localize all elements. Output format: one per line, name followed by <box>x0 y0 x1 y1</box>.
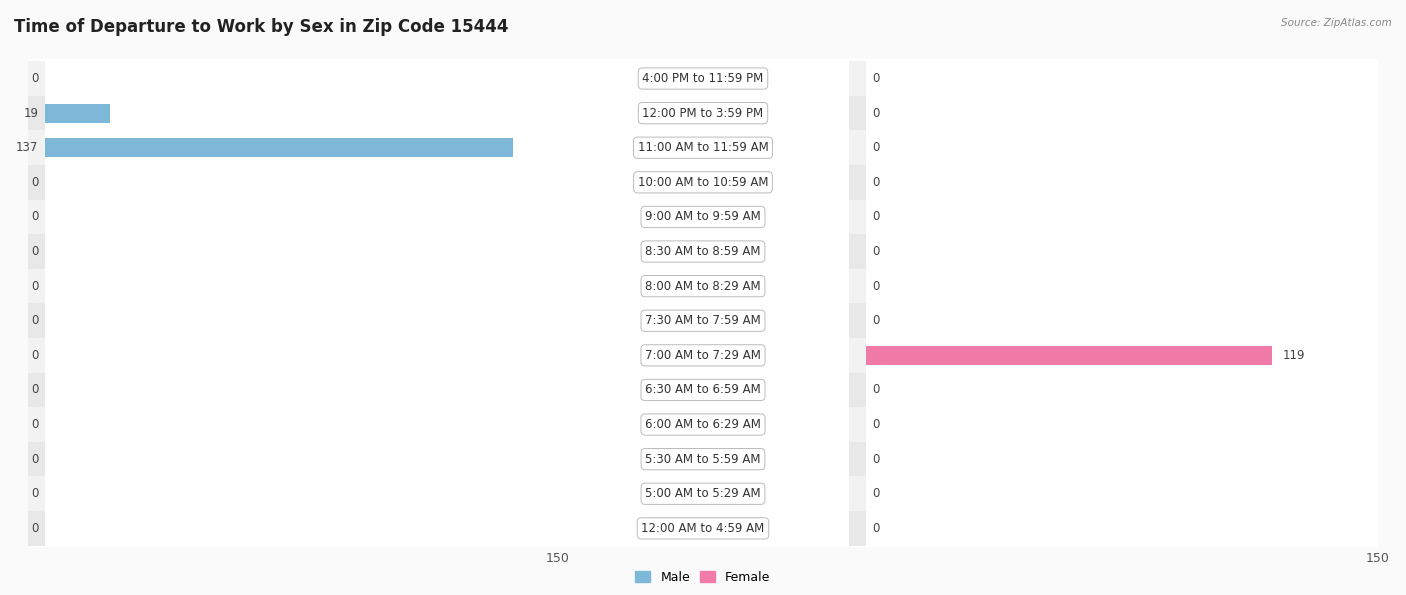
Bar <box>0 303 45 338</box>
Bar <box>0 96 45 130</box>
Text: 5:00 AM to 5:29 AM: 5:00 AM to 5:29 AM <box>645 487 761 500</box>
Text: 0: 0 <box>31 418 38 431</box>
Text: 0: 0 <box>873 487 880 500</box>
Bar <box>0 338 45 372</box>
Bar <box>0 442 866 477</box>
Text: 0: 0 <box>873 314 880 327</box>
Text: 0: 0 <box>873 211 880 224</box>
Text: 0: 0 <box>31 245 38 258</box>
Text: 0: 0 <box>31 211 38 224</box>
Bar <box>0 234 866 269</box>
Legend: Male, Female: Male, Female <box>630 566 776 588</box>
Text: 0: 0 <box>31 280 38 293</box>
Bar <box>0 511 557 546</box>
Text: 19: 19 <box>24 107 38 120</box>
Text: 10:00 AM to 10:59 AM: 10:00 AM to 10:59 AM <box>638 176 768 189</box>
Bar <box>0 165 866 200</box>
Text: 137: 137 <box>15 141 38 154</box>
Text: 6:30 AM to 6:59 AM: 6:30 AM to 6:59 AM <box>645 383 761 396</box>
Bar <box>0 61 45 96</box>
Bar <box>0 165 557 200</box>
Text: 0: 0 <box>873 418 880 431</box>
Bar <box>0 303 557 338</box>
Text: 0: 0 <box>873 176 880 189</box>
Bar <box>0 511 866 546</box>
Bar <box>0 200 557 234</box>
Text: 0: 0 <box>873 383 880 396</box>
Text: 0: 0 <box>873 522 880 535</box>
Bar <box>0 269 866 303</box>
Text: 0: 0 <box>873 107 880 120</box>
Bar <box>0 61 557 96</box>
Text: 8:30 AM to 8:59 AM: 8:30 AM to 8:59 AM <box>645 245 761 258</box>
Bar <box>0 372 45 407</box>
Bar <box>0 338 557 372</box>
Bar <box>0 234 45 269</box>
Bar <box>0 407 557 442</box>
Bar <box>0 234 557 269</box>
Bar <box>0 442 45 477</box>
Text: 0: 0 <box>31 72 38 85</box>
Bar <box>0 96 557 130</box>
Bar <box>0 130 557 165</box>
Bar <box>0 442 557 477</box>
Bar <box>0 130 866 165</box>
Text: 0: 0 <box>31 176 38 189</box>
Bar <box>0 165 45 200</box>
Text: Time of Departure to Work by Sex in Zip Code 15444: Time of Departure to Work by Sex in Zip … <box>14 18 509 36</box>
Bar <box>45 138 513 157</box>
Text: 4:00 PM to 11:59 PM: 4:00 PM to 11:59 PM <box>643 72 763 85</box>
Text: 0: 0 <box>31 349 38 362</box>
Bar <box>0 477 45 511</box>
Bar <box>0 511 45 546</box>
Text: 0: 0 <box>31 487 38 500</box>
Bar <box>0 269 45 303</box>
Text: 0: 0 <box>31 522 38 535</box>
Bar <box>866 346 1272 365</box>
Text: 0: 0 <box>873 453 880 466</box>
Text: Source: ZipAtlas.com: Source: ZipAtlas.com <box>1281 18 1392 28</box>
Bar <box>0 372 866 407</box>
Text: 8:00 AM to 8:29 AM: 8:00 AM to 8:29 AM <box>645 280 761 293</box>
Text: 9:00 AM to 9:59 AM: 9:00 AM to 9:59 AM <box>645 211 761 224</box>
Bar <box>0 303 866 338</box>
Text: 7:00 AM to 7:29 AM: 7:00 AM to 7:29 AM <box>645 349 761 362</box>
Bar <box>0 477 557 511</box>
Bar <box>0 338 866 372</box>
Text: 0: 0 <box>873 72 880 85</box>
Bar <box>0 130 45 165</box>
Bar <box>0 407 866 442</box>
Text: 5:30 AM to 5:59 AM: 5:30 AM to 5:59 AM <box>645 453 761 466</box>
Bar <box>0 200 45 234</box>
Bar <box>0 407 45 442</box>
Bar <box>0 200 866 234</box>
Text: 0: 0 <box>873 141 880 154</box>
Bar <box>45 104 110 123</box>
Text: 12:00 AM to 4:59 AM: 12:00 AM to 4:59 AM <box>641 522 765 535</box>
Text: 12:00 PM to 3:59 PM: 12:00 PM to 3:59 PM <box>643 107 763 120</box>
Bar <box>0 372 557 407</box>
Text: 7:30 AM to 7:59 AM: 7:30 AM to 7:59 AM <box>645 314 761 327</box>
Bar <box>0 61 866 96</box>
Text: 11:00 AM to 11:59 AM: 11:00 AM to 11:59 AM <box>638 141 768 154</box>
Bar <box>0 269 557 303</box>
Text: 0: 0 <box>31 383 38 396</box>
Text: 6:00 AM to 6:29 AM: 6:00 AM to 6:29 AM <box>645 418 761 431</box>
Text: 0: 0 <box>873 280 880 293</box>
Bar <box>0 96 866 130</box>
Text: 0: 0 <box>31 453 38 466</box>
Text: 0: 0 <box>31 314 38 327</box>
Text: 119: 119 <box>1282 349 1305 362</box>
Bar <box>0 477 866 511</box>
Text: 0: 0 <box>873 245 880 258</box>
